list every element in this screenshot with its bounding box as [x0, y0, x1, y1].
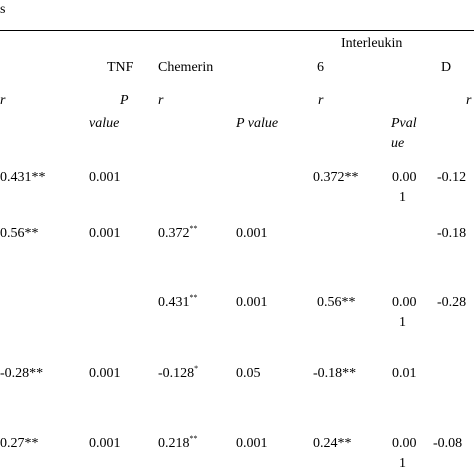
- significance-mark: *: [194, 364, 199, 373]
- table-cell: 0.56**: [0, 226, 39, 241]
- table-top-rule: [0, 30, 474, 31]
- header-interleukin: Interleukin: [341, 36, 403, 51]
- table-cell: 1: [399, 456, 406, 471]
- table-cell: 0.218**: [158, 434, 198, 452]
- subheader-p-3b: ue: [391, 136, 405, 151]
- subheader-r-4: r: [466, 93, 472, 108]
- caption-fragment: s: [0, 2, 6, 17]
- table-cell: 0.24**: [313, 436, 352, 451]
- table-cell: -0.18**: [313, 366, 357, 381]
- subheader-p-1a: P: [120, 93, 129, 108]
- cell-value: 0.431: [158, 295, 190, 310]
- header-tnf: TNF: [107, 60, 134, 75]
- table-cell: 0.001: [89, 436, 121, 451]
- significance-mark: **: [189, 293, 198, 302]
- header-chemerin: Chemerin: [158, 60, 214, 75]
- table-cell: -0.28**: [0, 366, 44, 381]
- table-cell: 0.001: [236, 295, 268, 310]
- table-cell: 0.001: [236, 226, 268, 241]
- table-cell: -0.128*: [158, 364, 199, 382]
- subheader-p-2: P value: [236, 116, 279, 131]
- header-interleukin-6: 6: [317, 60, 324, 75]
- table-cell: 1: [399, 190, 406, 205]
- table-cell: 0.27**: [0, 436, 39, 451]
- table-cell: -0.18: [437, 226, 467, 241]
- header-d: D: [441, 60, 452, 75]
- cell-value: 0.218: [158, 436, 190, 451]
- significance-mark: **: [189, 224, 198, 233]
- table-cell: 0.001: [89, 366, 121, 381]
- cell-value: -0.128: [158, 366, 195, 381]
- subheader-p-3a: Pval: [391, 116, 417, 131]
- table-cell: 0.431**: [158, 293, 198, 311]
- table-cell: -0.12: [437, 170, 467, 185]
- subheader-r-2: r: [158, 93, 164, 108]
- table-cell: 0.56**: [317, 295, 356, 310]
- table-cell: 0.00: [392, 170, 417, 185]
- cell-value: 0.372: [158, 226, 190, 241]
- table-cell: 0.001: [89, 170, 121, 185]
- table-cell: -0.28: [437, 295, 467, 310]
- table-cell: 1: [399, 315, 406, 330]
- table-cell: 0.05: [236, 366, 261, 381]
- significance-mark: **: [189, 434, 198, 443]
- subheader-r-1: r: [0, 93, 6, 108]
- table-cell: 0.001: [236, 436, 268, 451]
- table-cell: 0.372**: [313, 170, 359, 185]
- table-cell: 0.00: [392, 295, 417, 310]
- table-cell: -0.08: [433, 436, 463, 451]
- subheader-r-3: r: [318, 93, 324, 108]
- table-cell: 0.00: [392, 436, 417, 451]
- table-cell: 0.001: [89, 226, 121, 241]
- table-cell: 0.372**: [158, 224, 198, 242]
- subheader-p-1b: value: [89, 116, 120, 131]
- table-cell: 0.01: [392, 366, 417, 381]
- table-cell: 0.431**: [0, 170, 46, 185]
